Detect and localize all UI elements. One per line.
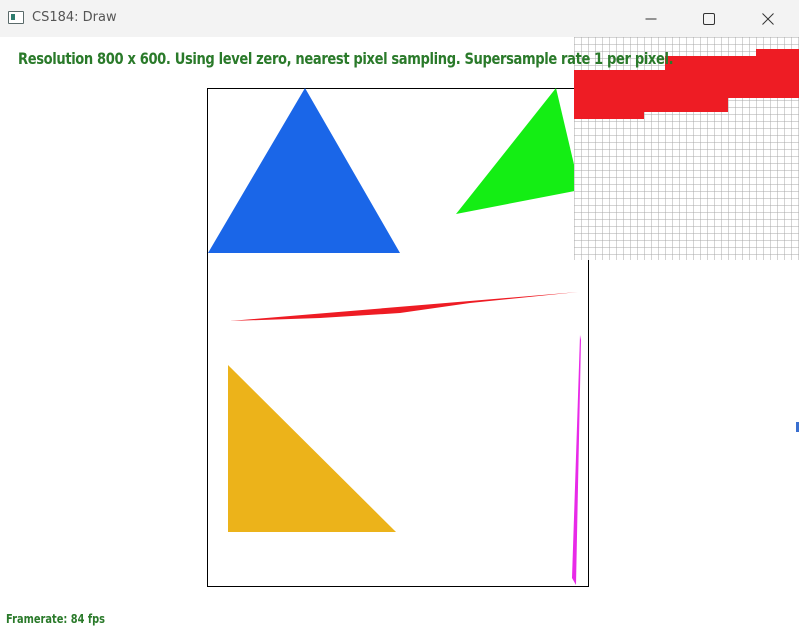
- green-triangle: [456, 88, 580, 214]
- pixel-inspector-grid: [574, 37, 799, 260]
- window-title: CS184: Draw: [32, 10, 117, 25]
- svg-viewport-border: [207, 88, 589, 587]
- close-button[interactable]: [739, 0, 797, 37]
- magenta-sliver-triangle: [572, 335, 581, 585]
- minimize-button[interactable]: [622, 0, 680, 37]
- zoomed-red-pixels: [574, 49, 799, 119]
- red-sliver-triangle: [230, 292, 578, 321]
- blue-triangle: [208, 88, 400, 253]
- yellow-triangle: [228, 365, 396, 532]
- framerate-readout: Framerate: 84 fps: [6, 612, 106, 626]
- close-icon: [762, 12, 774, 25]
- minimize-icon: [645, 18, 657, 19]
- status-text: Resolution 800 x 600. Using level zero, …: [18, 50, 674, 68]
- maximize-icon: [703, 12, 715, 25]
- maximize-button[interactable]: [680, 0, 738, 37]
- title-bar[interactable]: CS184: Draw: [0, 0, 799, 37]
- app-window-icon: [8, 11, 24, 24]
- edge-marker: [796, 422, 799, 432]
- pixel-inspector-zoom: [574, 37, 799, 260]
